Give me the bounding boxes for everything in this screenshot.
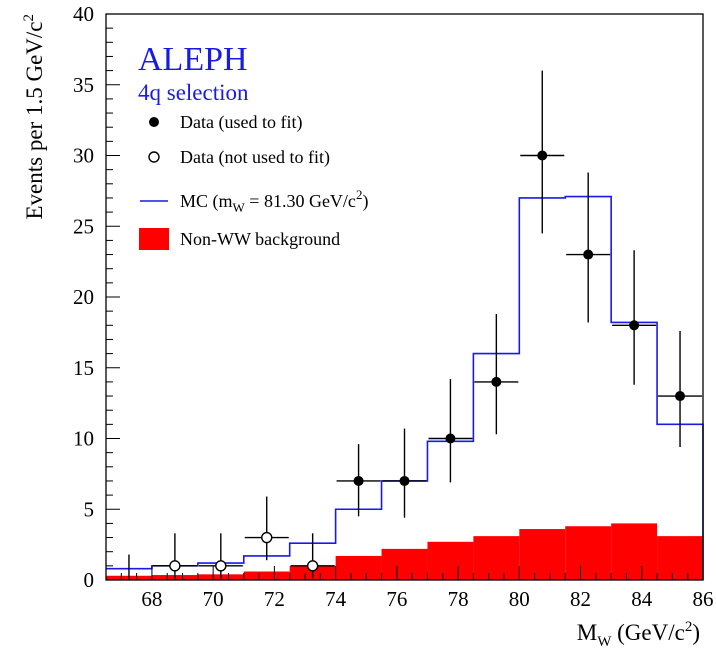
legend-label: Non-WW background [180, 229, 340, 249]
legend-label: MC (mW = 81.30 GeV/c2) [180, 187, 368, 215]
y-tick-label: 0 [84, 568, 95, 592]
axes: 68 70 72 74 76 78 80 82 84 86 0 5 10 15 20 25 30 35 40 [73, 2, 714, 611]
legend-label-part: W [233, 200, 246, 215]
legend-marker-fit [149, 117, 159, 127]
legend-label: Data (not used to fit) [180, 147, 330, 168]
x-tick-label: 80 [509, 587, 530, 611]
plot-area [106, 70, 704, 580]
x-tick-label: 72 [264, 587, 285, 611]
data-point-nofit [215, 560, 227, 572]
x-axis-title: MW (GeV/c2) [577, 619, 700, 650]
legend-label-part: 2 [356, 187, 363, 202]
data-point-nofit [306, 560, 319, 572]
background-bar [565, 526, 612, 580]
background-bar [243, 571, 290, 580]
legend-marker-nofit [148, 151, 160, 163]
legend: Data (used to fit) Data (not used to fit)… [139, 112, 368, 250]
x-tick-label: 86 [693, 587, 714, 611]
y-tick-label: 40 [73, 2, 94, 26]
y-tick-label: 20 [73, 285, 94, 309]
legend-label-part: = 81.30 GeV/c [245, 191, 356, 211]
x-tick-label: 76 [386, 587, 407, 611]
y-axis-title: Events per 1.5 GeV/c2 [21, 14, 47, 220]
data-point-fit [537, 150, 548, 161]
data-point-fit [675, 391, 686, 402]
legend-marker-background [139, 228, 169, 250]
data-point-fit [629, 320, 640, 331]
x-tick-label: 68 [141, 587, 162, 611]
data-point-nofit [261, 531, 273, 544]
data-point-fit [353, 475, 364, 486]
x-tick-label: 74 [325, 587, 347, 611]
legend-label-part: MC (m [180, 191, 233, 212]
y-tick-label: 10 [73, 427, 94, 451]
background-bar [473, 536, 520, 580]
background-bar [519, 529, 566, 580]
legend-label-part: ) [362, 191, 368, 212]
y-tick-label: 15 [73, 356, 94, 380]
data-point-fit [445, 433, 456, 444]
background-bar [335, 555, 382, 580]
data-point-fit [583, 249, 594, 260]
x-tick-label: 84 [631, 587, 653, 611]
background-bar [381, 548, 428, 580]
background-bar [611, 523, 658, 580]
y-tick-label: 30 [73, 144, 94, 168]
x-tick-label: 82 [570, 587, 591, 611]
data-point-fit [491, 376, 502, 387]
background-bar [657, 536, 703, 580]
y-tick-label: 5 [84, 497, 95, 521]
y-tick-label: 35 [73, 73, 94, 97]
y-tick-label: 25 [73, 214, 94, 238]
legend-label: Data (used to fit) [180, 112, 302, 133]
x-tick-label: 70 [203, 587, 224, 611]
data-point-fit [399, 475, 410, 486]
selection-label: 4q selection [138, 80, 249, 105]
data-point-nofit [169, 560, 181, 572]
experiment-title: ALEPH [138, 41, 248, 78]
mc-histogram-line [106, 195, 704, 580]
x-tick-label: 78 [448, 587, 469, 611]
background-bar [427, 541, 474, 580]
